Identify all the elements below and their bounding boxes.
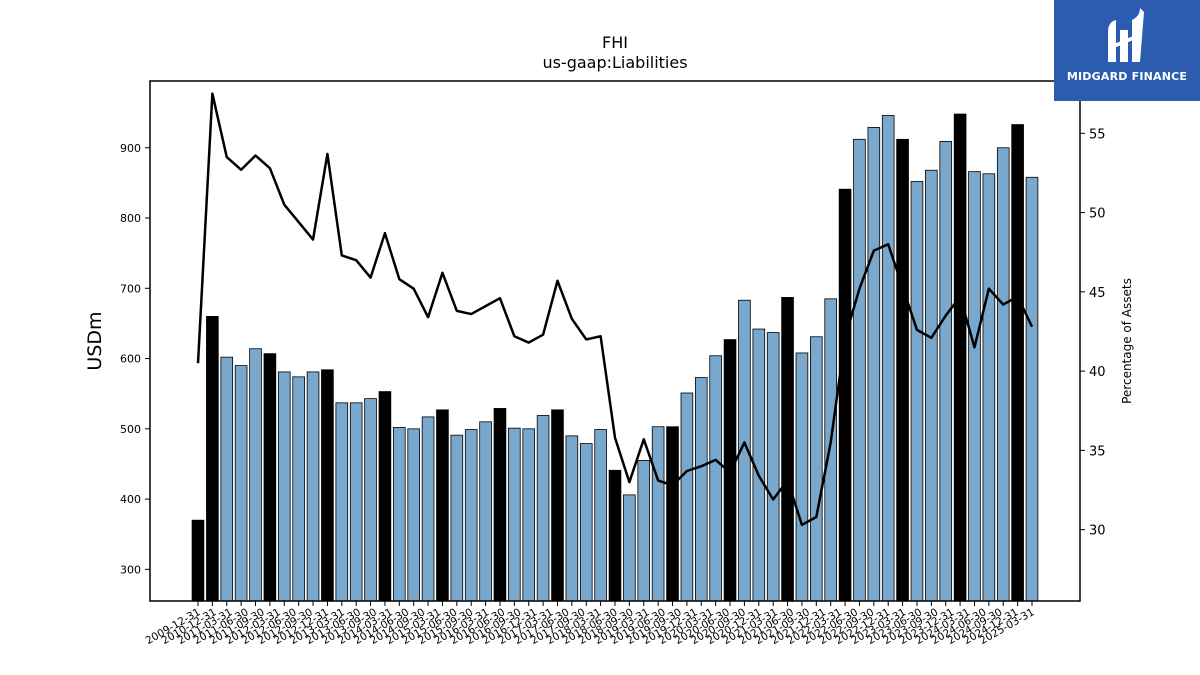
bar — [838, 188, 852, 602]
chart-title: FHI — [602, 33, 628, 52]
bar-series — [191, 113, 1039, 602]
y-tick-label: 800 — [120, 212, 141, 225]
bar — [464, 429, 478, 602]
y-axis-label: USDm — [84, 311, 106, 370]
brand-logo: MIDGARD FINANCE — [1054, 0, 1200, 101]
bar — [407, 428, 420, 602]
bar — [263, 353, 277, 602]
y2-tick-label: 30 — [1089, 524, 1106, 539]
bar — [939, 141, 953, 602]
right-axis-ticks: 30 35 40 45 50 55 — [1080, 127, 1106, 539]
bar — [982, 173, 996, 602]
bar — [393, 427, 406, 602]
y2-tick-label: 40 — [1089, 365, 1106, 380]
logo-text: MIDGARD FINANCE — [1066, 70, 1188, 83]
y-tick-label: 500 — [120, 423, 141, 436]
bar — [234, 365, 248, 602]
bar — [191, 519, 205, 602]
bar — [853, 138, 866, 602]
bar — [810, 336, 823, 602]
bar — [450, 434, 464, 602]
left-axis-ticks: 300 400 500 600 700 800 900 — [120, 142, 150, 576]
y-tick-label: 700 — [120, 282, 141, 295]
bar — [378, 391, 392, 602]
bar — [666, 426, 679, 602]
y-tick-label: 300 — [120, 563, 141, 576]
bar — [364, 398, 377, 602]
bar — [968, 171, 981, 602]
bar — [1025, 176, 1039, 602]
bar — [766, 332, 780, 602]
bar — [608, 469, 622, 602]
x-axis-ticks: 2009-12-312010-12-312011-03-312011-06-30… — [144, 601, 1037, 647]
bar — [306, 371, 320, 602]
bar — [953, 113, 967, 602]
bar — [249, 348, 262, 602]
bar — [551, 409, 564, 602]
bar — [321, 369, 334, 602]
y-tick-label: 600 — [120, 353, 141, 366]
bar — [508, 427, 521, 602]
bar — [594, 429, 607, 602]
bar — [349, 402, 363, 602]
midgard-logo-icon — [1108, 8, 1144, 62]
bar — [824, 298, 837, 602]
bar — [867, 126, 881, 602]
percentage-line — [196, 92, 1034, 527]
y-tick-label: 900 — [120, 142, 141, 155]
bar — [795, 352, 809, 602]
bar — [479, 421, 492, 602]
y2-tick-label: 55 — [1089, 127, 1106, 142]
y-tick-label: 400 — [120, 493, 141, 506]
bar — [421, 416, 435, 602]
y2-tick-label: 35 — [1089, 444, 1106, 459]
bar — [206, 316, 219, 602]
bar — [910, 181, 924, 602]
bar — [651, 426, 665, 602]
y2-tick-label: 45 — [1089, 286, 1106, 301]
bar — [436, 409, 449, 602]
bar — [694, 377, 708, 602]
bar — [335, 402, 349, 602]
bar — [881, 115, 895, 602]
bar — [579, 443, 593, 602]
bar — [637, 460, 651, 602]
percentage-line-series — [196, 92, 1034, 527]
bar — [1011, 124, 1024, 602]
bar — [536, 415, 550, 602]
y2-tick-label: 50 — [1089, 207, 1106, 222]
bar — [292, 376, 305, 602]
bar — [623, 494, 636, 602]
y2-axis-label: Percentage of Assets — [1120, 278, 1134, 404]
chart-subtitle: us-gaap:Liabilities — [542, 53, 687, 72]
bar — [565, 435, 579, 602]
bar — [996, 147, 1010, 602]
bar — [896, 138, 909, 602]
bar — [522, 428, 536, 602]
bar — [220, 356, 234, 602]
bar — [493, 408, 507, 602]
bar — [925, 169, 938, 602]
bar — [781, 297, 794, 602]
bar — [709, 355, 722, 602]
bar — [680, 392, 694, 602]
bar — [277, 371, 291, 602]
